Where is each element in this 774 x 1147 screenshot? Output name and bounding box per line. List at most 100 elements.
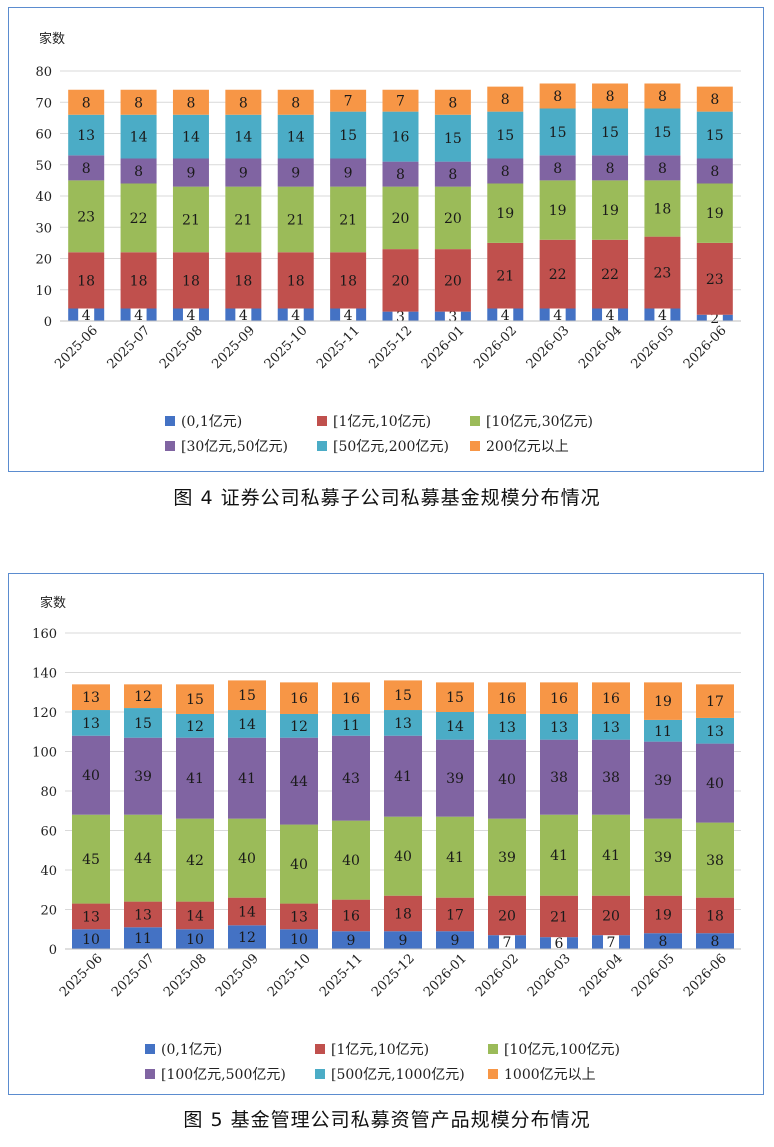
x-tick-label: 2025-07 xyxy=(105,323,154,372)
data-label: 18 xyxy=(394,906,412,922)
bar-segment xyxy=(228,680,266,711)
data-label: 8 xyxy=(82,95,91,111)
figure5-caption: 图 5 基金管理公司私募资管产品规模分布情况 xyxy=(183,1109,591,1131)
legend-label: 1000亿元以上 xyxy=(504,1067,596,1083)
bar-segment xyxy=(332,682,370,714)
data-label-bg xyxy=(78,306,95,323)
bar-segment xyxy=(332,899,370,932)
data-label-bg xyxy=(287,306,304,323)
y-tick-label: 40 xyxy=(40,864,57,879)
x-tick-label: 2026-02 xyxy=(473,951,522,1000)
bar-segment xyxy=(332,713,370,736)
bar-segment xyxy=(696,717,734,744)
data-label: 20 xyxy=(392,211,410,227)
data-label: 10 xyxy=(186,932,204,948)
bar-segment xyxy=(696,111,733,159)
bar-segment xyxy=(176,713,214,738)
legend-label: [30亿元,50亿元) xyxy=(181,439,288,455)
bar-segment xyxy=(332,735,370,821)
legend-label: [10亿元,100亿元) xyxy=(504,1042,620,1058)
data-label: 9 xyxy=(399,933,408,949)
bar-segment xyxy=(176,818,214,902)
bar-segment xyxy=(330,111,367,159)
data-label: 18 xyxy=(339,273,357,289)
data-label: 21 xyxy=(550,909,568,925)
bar-segment xyxy=(228,925,266,949)
data-label: 9 xyxy=(347,933,356,949)
bar-segment xyxy=(225,252,262,309)
bar-segment xyxy=(696,183,733,243)
data-label: 41 xyxy=(238,771,256,787)
data-label: 20 xyxy=(602,908,620,924)
data-label: 18 xyxy=(77,273,95,289)
data-label: 21 xyxy=(234,212,252,228)
bar-segment xyxy=(539,180,576,240)
data-label: 18 xyxy=(706,908,724,924)
data-label: 44 xyxy=(134,851,152,867)
data-label: 15 xyxy=(601,125,619,141)
data-label: 40 xyxy=(342,853,360,869)
bar-segment xyxy=(382,161,419,187)
legend-swatch xyxy=(165,441,175,451)
figure4-svg: 家数010203040506070804182381382025-0641822… xyxy=(35,31,741,455)
data-label: 16 xyxy=(498,691,516,707)
data-label: 7 xyxy=(607,935,616,951)
bar-segment xyxy=(384,816,422,896)
data-label: 40 xyxy=(82,768,100,784)
data-label: 13 xyxy=(550,720,568,736)
data-label: 14 xyxy=(234,130,252,146)
data-label: 40 xyxy=(394,849,412,865)
bar-segment xyxy=(488,818,526,896)
x-tick-label: 2026-04 xyxy=(577,951,626,1000)
legend-label: 200亿元以上 xyxy=(486,439,569,455)
bar-segment xyxy=(120,183,157,253)
data-label: 16 xyxy=(342,908,360,924)
data-label: 13 xyxy=(82,909,100,925)
data-label: 13 xyxy=(77,128,95,144)
bar-segment xyxy=(487,242,524,309)
bar-segment xyxy=(277,89,314,115)
bar-segment xyxy=(330,252,367,309)
legend-label: [1亿元,10亿元) xyxy=(333,414,431,430)
bar-segment xyxy=(277,186,314,253)
data-label: 41 xyxy=(446,850,464,866)
bar-segment xyxy=(72,903,110,930)
data-label-bg xyxy=(602,306,619,323)
bar-segment xyxy=(592,83,629,109)
data-label: 15 xyxy=(549,125,567,141)
figure4-caption: 图 4 证券公司私募子公司私募基金规模分布情况 xyxy=(173,487,601,509)
data-label: 11 xyxy=(342,718,360,734)
bar-segment xyxy=(644,895,682,934)
bar-segment xyxy=(696,158,733,184)
data-label: 14 xyxy=(186,908,204,924)
data-label: 22 xyxy=(130,211,148,227)
data-label: 15 xyxy=(186,692,204,708)
data-label: 10 xyxy=(290,932,308,948)
data-label: 15 xyxy=(706,128,724,144)
x-tick-label: 2025-09 xyxy=(209,323,258,372)
data-label-bg xyxy=(235,306,252,323)
x-tick-label: 2025-10 xyxy=(265,951,314,1000)
bar-segment xyxy=(176,929,214,949)
bar-segment xyxy=(384,735,422,817)
data-label: 8 xyxy=(658,161,667,177)
data-label-bg xyxy=(182,306,199,323)
bar-segment xyxy=(436,897,474,932)
data-label: 20 xyxy=(444,273,462,289)
y-tick-label: 60 xyxy=(40,825,57,840)
data-label: 4 xyxy=(291,308,300,324)
y-tick-label: 0 xyxy=(49,943,57,958)
bar-segment xyxy=(644,818,682,896)
data-label: 14 xyxy=(182,130,200,146)
data-label-bg xyxy=(130,306,147,323)
data-label: 19 xyxy=(496,206,514,222)
bar-segment xyxy=(332,820,370,900)
data-label: 23 xyxy=(654,266,672,282)
data-label-bg xyxy=(654,306,671,323)
data-label: 12 xyxy=(134,689,152,705)
legend-label: (0,1亿元) xyxy=(181,414,242,430)
bar-segment xyxy=(487,86,524,112)
data-label: 43 xyxy=(342,771,360,787)
data-label: 4 xyxy=(82,308,91,324)
bar-segment xyxy=(382,186,419,250)
